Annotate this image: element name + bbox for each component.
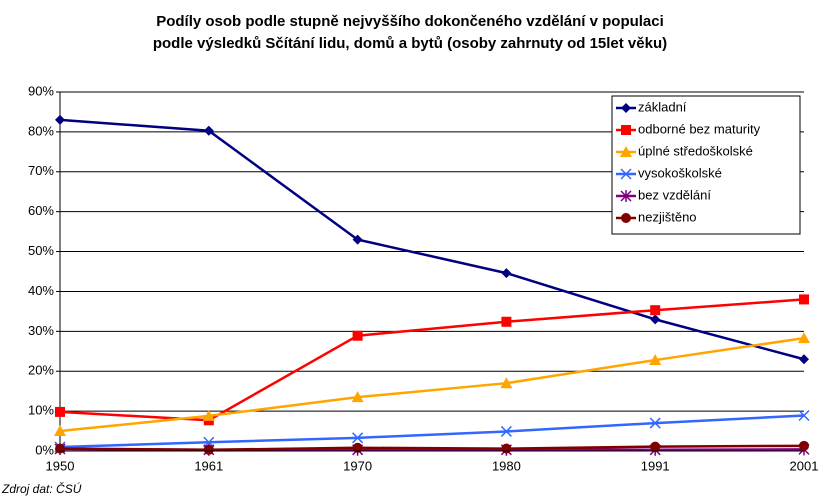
marker	[55, 114, 65, 125]
marker	[799, 354, 809, 365]
marker	[501, 316, 512, 327]
legend: základní odborné bez maturity úplné středo…	[611, 95, 801, 235]
x-tick-label: 1991	[641, 458, 670, 473]
marker	[55, 443, 65, 454]
y-tick-label: 10%	[28, 403, 54, 418]
marker	[352, 330, 363, 341]
marker	[55, 406, 65, 417]
marker	[650, 441, 661, 452]
marker	[352, 432, 364, 444]
series	[55, 294, 809, 426]
marker	[202, 409, 215, 421]
series-line	[59, 118, 805, 361]
marker	[352, 234, 363, 245]
x-tick-label: 1950	[46, 458, 75, 473]
marker	[203, 444, 214, 455]
marker	[500, 425, 512, 437]
marker	[799, 440, 809, 451]
marker	[351, 391, 364, 403]
marker	[798, 409, 810, 422]
marker	[501, 268, 512, 279]
marker	[203, 125, 214, 136]
y-tick-label: 20%	[28, 363, 54, 378]
series-line	[59, 336, 805, 433]
source-note: Zdroj dat: ČSÚ	[1, 481, 82, 496]
marker	[352, 442, 363, 453]
y-tick-label: 80%	[28, 123, 54, 138]
x-tick-label: 1980	[492, 458, 521, 473]
legend-box	[611, 95, 801, 235]
marker	[620, 168, 632, 180]
series-line	[59, 298, 805, 422]
x-tick-label: 1961	[194, 458, 223, 473]
y-tick-label: 70%	[28, 163, 54, 178]
marker	[620, 146, 632, 157]
chart-title: podle výsledků Sčítání lidu, domů a bytů…	[153, 35, 667, 52]
chart-title: Podíly osob podle stupně nejvyššího doko…	[156, 13, 664, 30]
y-tick-label: 0%	[35, 442, 54, 457]
marker	[621, 213, 631, 223]
y-tick-label: 30%	[28, 323, 54, 338]
marker	[500, 377, 513, 389]
series-line	[59, 414, 805, 449]
marker	[649, 417, 661, 429]
y-tick-label: 90%	[28, 83, 54, 98]
y-tick-label: 40%	[28, 283, 54, 298]
marker	[798, 332, 810, 344]
legend-label: vysokoškolské	[638, 165, 722, 180]
y-tick-label: 60%	[28, 203, 54, 218]
marker	[621, 103, 631, 113]
y-tick-label: 50%	[28, 243, 54, 258]
x-tick-label: 2001	[790, 458, 819, 473]
series	[54, 332, 810, 437]
marker	[649, 354, 662, 366]
marker	[501, 443, 512, 454]
series-line	[59, 444, 805, 452]
marker	[799, 294, 809, 305]
x-tick-label: 1970	[343, 458, 372, 473]
marker	[620, 190, 632, 202]
marker	[650, 305, 661, 316]
legend-label: úplné středoškolské	[638, 143, 753, 158]
legend-label: bez vzdělání	[638, 187, 711, 202]
marker	[621, 125, 631, 135]
legend-label: odborné bez maturity	[638, 121, 761, 136]
marker	[54, 425, 66, 437]
legend-label: nezjištěno	[638, 209, 697, 224]
legend-label: základní	[638, 99, 687, 114]
series	[55, 114, 809, 365]
marker	[650, 314, 661, 325]
